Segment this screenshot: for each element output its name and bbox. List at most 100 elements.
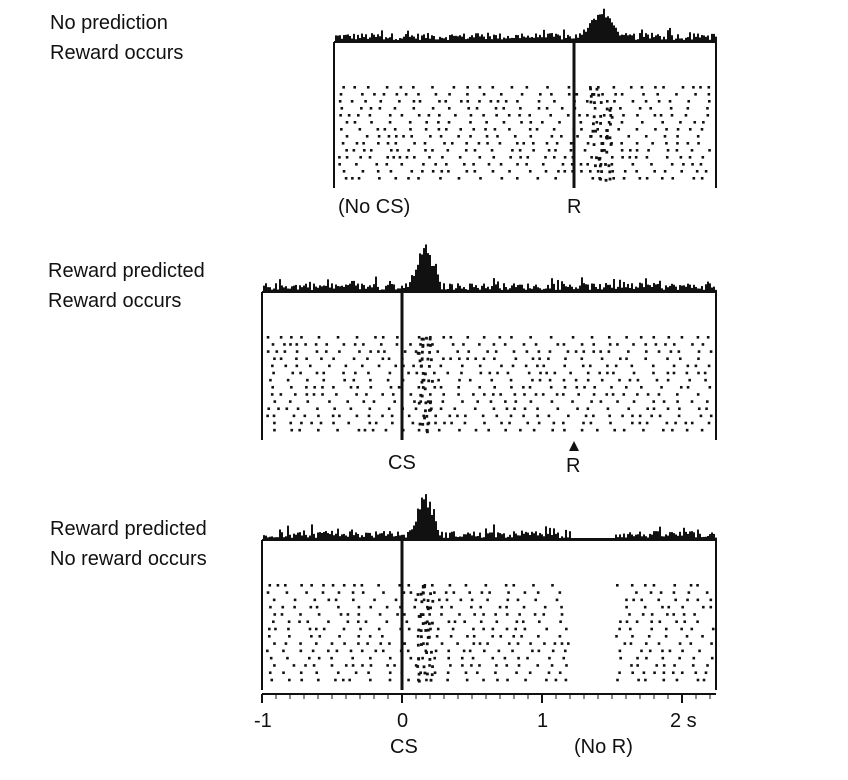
histogram-bar [341,285,343,292]
histogram-bar [533,286,535,292]
spike-dot [604,178,608,182]
spike-dot [618,671,621,675]
spike-dot [592,143,596,146]
panel-title-line2: Reward occurs [48,290,182,312]
histogram-bar [469,36,471,42]
histogram-bar [465,39,467,42]
spike-dot [647,149,650,152]
spike-dot [267,407,271,411]
histogram-bar [487,286,489,292]
spike-dot [591,122,595,126]
spike-dot [483,393,486,396]
spike-dot [343,642,346,645]
marker-label-no-reward: (No R) [574,736,633,758]
histogram-bar [295,284,297,292]
spike-dot [451,627,455,631]
spike-dot [425,642,429,646]
spike-dot [448,93,451,96]
histogram-bar [461,536,463,540]
spike-dot [541,163,545,166]
histogram-bar [643,36,645,42]
spike-dot [409,393,413,396]
spike-dot [458,613,461,616]
spike-dot [696,393,700,396]
histogram-bar [389,37,391,42]
histogram-bar [541,37,543,42]
spike-dot [596,428,599,432]
spike-dot [423,387,427,391]
spike-dot [417,657,421,660]
spike-dot [347,114,351,117]
spike-dot [300,584,303,587]
histogram-bar [493,524,495,540]
histogram-bar [339,536,341,540]
histogram-bar [681,38,683,42]
histogram-bar [469,283,471,292]
spike-dot [599,135,603,138]
spike-dot [436,627,440,631]
spike-dot [619,620,622,624]
histogram-bar [331,283,333,292]
spike-dot [615,635,618,638]
histogram-bar [355,532,357,540]
spike-dot [662,664,666,667]
spike-dot [525,163,528,166]
histogram-bar [475,285,477,292]
histogram-bar [563,29,565,42]
spike-dot [433,656,437,660]
histogram-bar [307,287,309,292]
spike-dot [695,170,699,173]
histogram-bar [283,287,285,292]
histogram-bar [685,286,687,292]
spike-dot [547,149,551,152]
spike-dot [580,428,584,432]
histogram-bar [347,285,349,292]
spike-dot [549,114,552,117]
spike-dot [445,128,448,131]
spike-dot [637,678,640,682]
spike-dot [630,584,634,587]
spike-dot [562,656,566,660]
spike-dot [467,107,470,110]
spike-dot [450,605,453,609]
spike-dot [351,656,354,660]
spike-dot [627,407,630,411]
histogram-bar [579,33,581,42]
histogram-bar [455,536,457,540]
histogram-bar [409,530,411,540]
spike-dot [613,428,616,432]
histogram-bar [669,285,671,292]
spike-dot [427,114,431,117]
spike-dot [606,407,610,411]
spike-dot [491,86,495,89]
histogram-bar [679,285,681,292]
histogram-bar [387,284,389,292]
spike-dot [422,665,426,669]
histogram-bar [401,534,403,540]
spike-dot [444,591,448,594]
spike-dot [608,108,612,112]
spike-dot [689,584,693,587]
spike-dot [594,164,597,168]
spike-dot [628,613,631,616]
spike-dot [310,584,313,587]
histogram-bar [351,38,353,42]
histogram-bar [435,521,437,540]
spike-dot [425,672,429,676]
histogram-bar [675,534,677,540]
histogram-bar [531,36,533,42]
spike-dot [472,642,476,645]
spike-dot [558,635,562,638]
spike-dot [279,357,283,361]
spike-dot [527,371,531,375]
spike-dot [539,371,542,375]
spike-dot [409,343,412,346]
spike-dot [417,114,421,117]
marker-label-cs: CS [388,452,416,474]
histogram-bar [505,38,507,42]
spike-dot [422,598,426,602]
spike-dot [299,671,303,675]
histogram-bar [697,529,699,540]
histogram-bar [351,280,353,292]
spike-dot [388,642,391,645]
